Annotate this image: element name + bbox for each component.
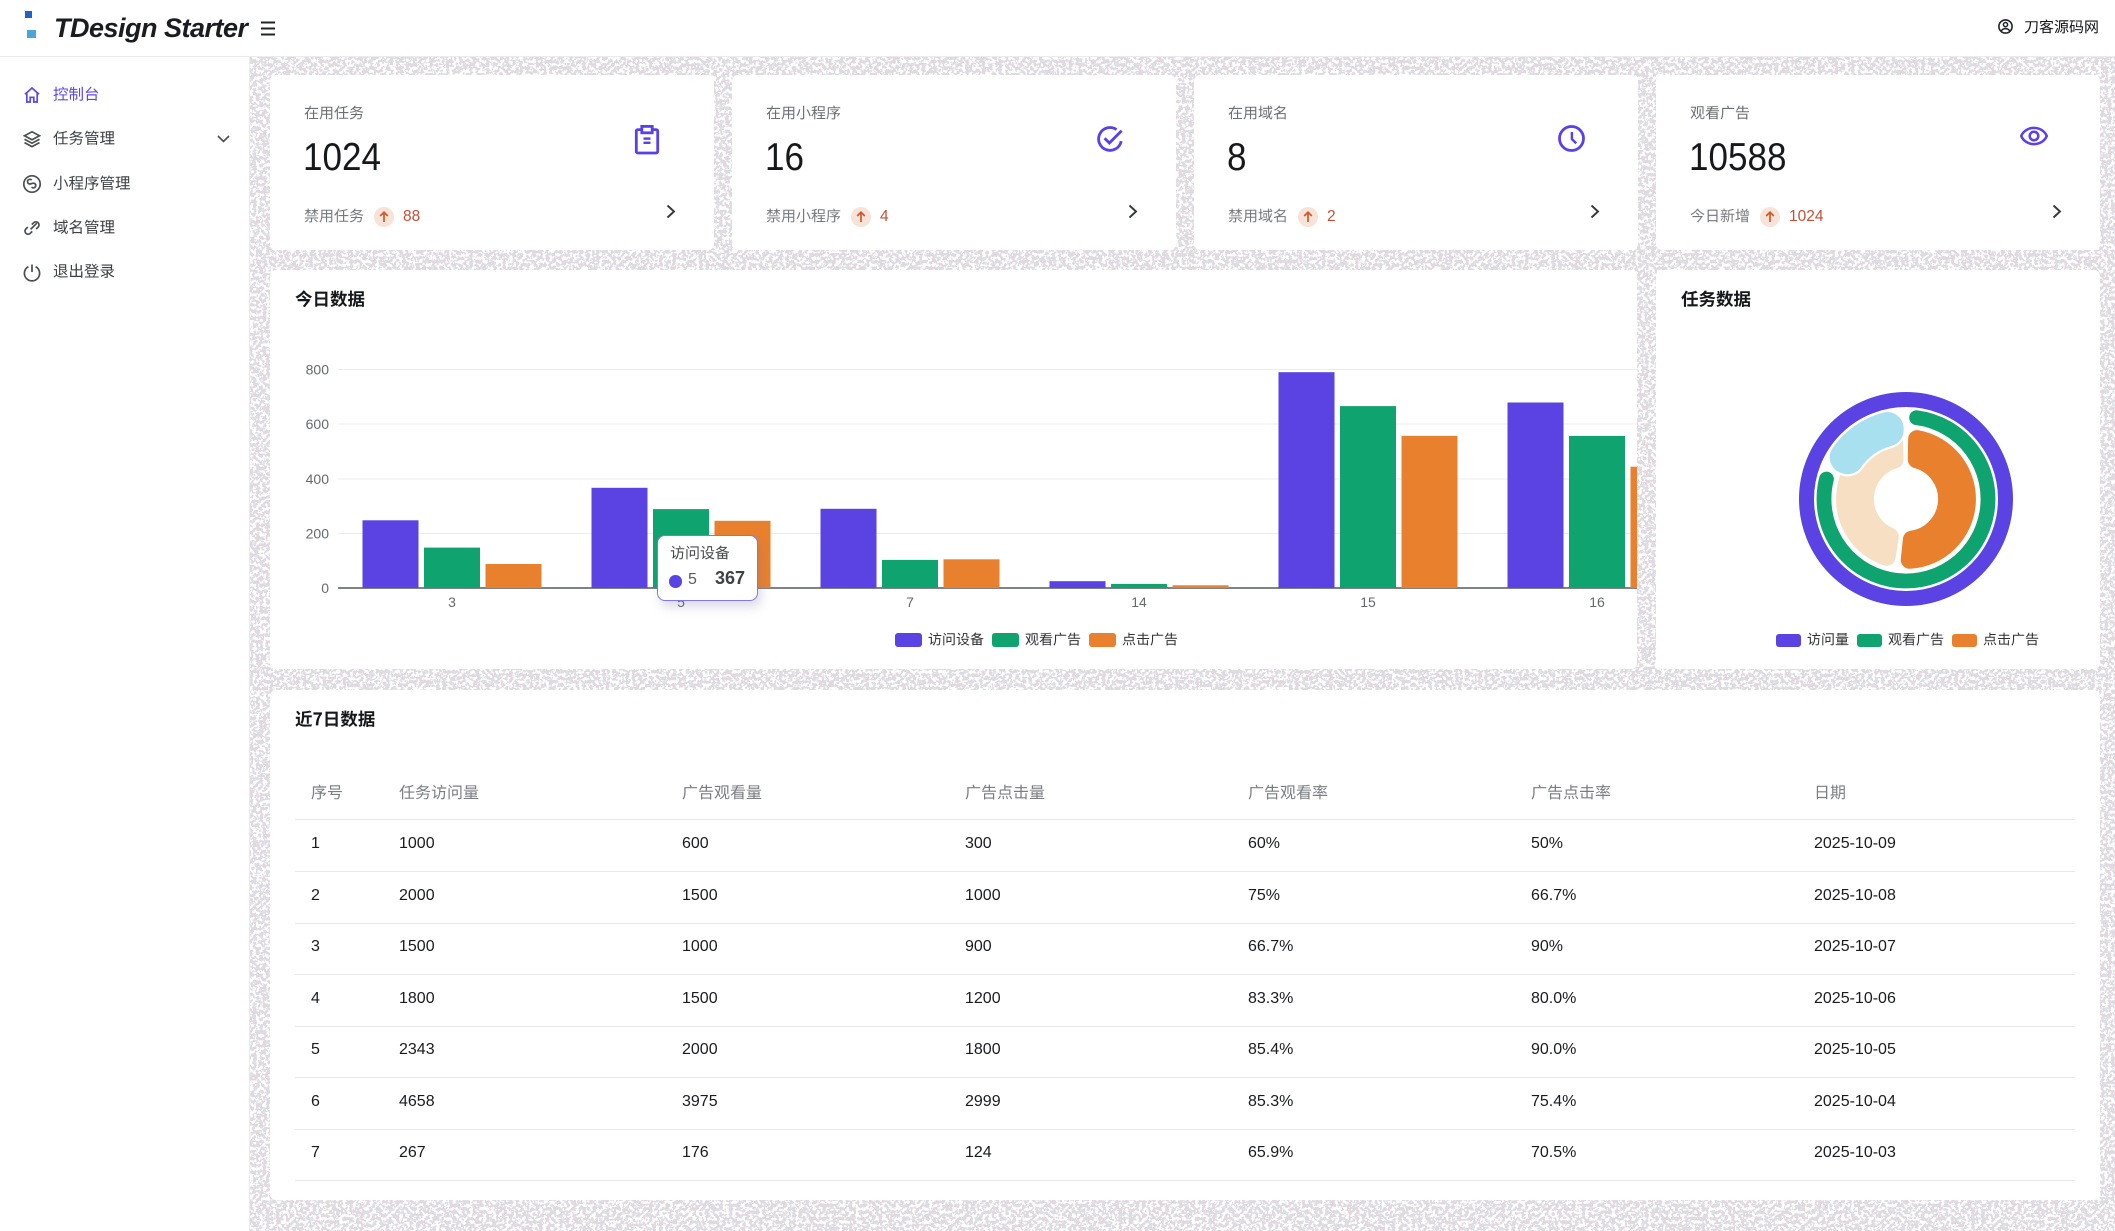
svg-text:0: 0 xyxy=(321,580,329,596)
svg-text:600: 600 xyxy=(306,416,330,432)
svg-text:16: 16 xyxy=(1589,594,1605,610)
svg-text:5: 5 xyxy=(677,594,685,610)
svg-text:800: 800 xyxy=(306,362,330,378)
svg-text:200: 200 xyxy=(306,526,330,542)
svg-text:7: 7 xyxy=(906,594,914,610)
svg-text:400: 400 xyxy=(306,471,330,487)
svg-text:3: 3 xyxy=(448,594,456,610)
svg-text:14: 14 xyxy=(1131,594,1147,610)
svg-text:15: 15 xyxy=(1360,594,1376,610)
